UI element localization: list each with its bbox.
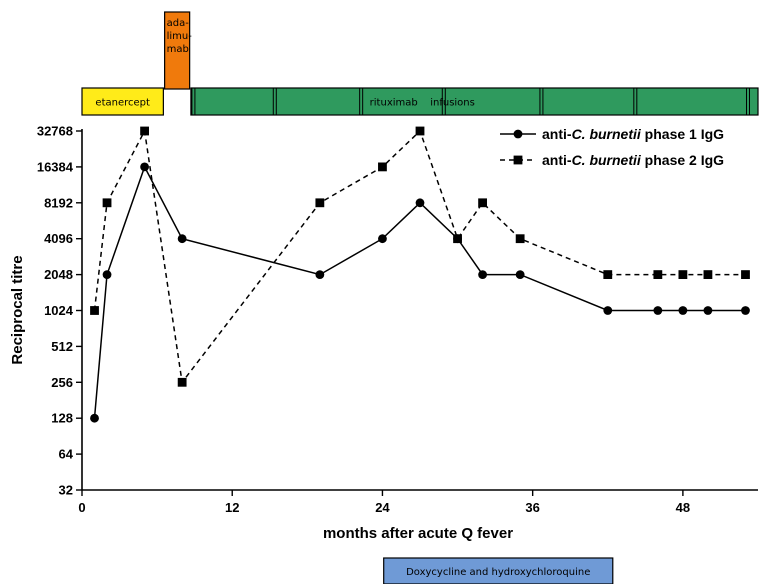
y-tick-label: 8192 xyxy=(44,195,73,210)
treatment-bar xyxy=(383,557,614,584)
data-point xyxy=(378,234,387,244)
legend-marker xyxy=(513,155,523,165)
data-point xyxy=(603,306,613,315)
data-point xyxy=(741,270,750,279)
treatment-bar xyxy=(190,87,759,116)
treatment-bar xyxy=(164,11,191,90)
treatment-label: ada-limu-mab xyxy=(167,18,193,55)
y-tick-label: 256 xyxy=(51,375,73,390)
y-tick-label: 1024 xyxy=(44,303,74,318)
data-point xyxy=(378,162,387,172)
legend-marker xyxy=(513,129,523,139)
ticks: 32 64 128 256 512 1024 2048 4096 8192 16384 32768 0… xyxy=(37,124,690,516)
data-point xyxy=(678,306,688,315)
x-tick-label: 12 xyxy=(225,500,239,515)
data-point xyxy=(478,270,487,279)
data-point xyxy=(315,270,325,279)
data-point xyxy=(415,126,425,136)
treatment-label: infusions xyxy=(430,98,475,109)
y-tick-label: 128 xyxy=(51,411,73,426)
data-point xyxy=(603,270,613,279)
y-tick-label: 16384 xyxy=(37,159,74,174)
y-tick-label: 64 xyxy=(59,447,74,462)
data-point xyxy=(653,306,663,315)
data-point xyxy=(90,306,99,315)
treatment-bars: etanercept ada-limu-mab rituximab infusions… xyxy=(81,11,759,584)
data-point xyxy=(102,270,112,279)
data-point xyxy=(478,198,487,208)
data-point xyxy=(703,306,713,315)
legend-label: anti-C. burnetii phase 2 IgG xyxy=(542,152,724,168)
x-axis-title: months after acute Q fever xyxy=(323,525,513,542)
y-tick-label: 512 xyxy=(51,339,73,354)
data-point xyxy=(140,162,149,172)
treatment-label: rituximab xyxy=(370,98,418,109)
series-line xyxy=(93,128,746,385)
x-tick-label: 24 xyxy=(375,500,390,515)
data-point xyxy=(415,198,425,208)
x-tick-label: 36 xyxy=(525,500,539,515)
axes xyxy=(81,129,758,491)
data-point xyxy=(177,234,187,244)
data-point xyxy=(102,198,112,208)
data-point xyxy=(90,413,99,423)
y-tick-label: 32 xyxy=(59,483,73,498)
treatment-label: etanercept xyxy=(95,98,150,109)
y-tick-label: 2048 xyxy=(44,267,73,282)
treatment-bar xyxy=(81,87,164,116)
data-point xyxy=(678,270,688,279)
data-point xyxy=(515,234,525,244)
data-point xyxy=(177,377,187,387)
data-point xyxy=(741,306,750,315)
treatment-label: Doxycycline and hydroxychloroquine xyxy=(406,567,590,578)
data-point xyxy=(453,234,462,244)
x-tick-label: 48 xyxy=(676,500,690,515)
data-point xyxy=(703,270,713,279)
data-point xyxy=(315,198,325,208)
series xyxy=(90,126,750,423)
data-point xyxy=(653,270,663,279)
data-point xyxy=(515,270,525,279)
y-axis-title: Reciprocal titre xyxy=(9,255,26,364)
y-tick-label: 4096 xyxy=(44,231,73,246)
data-point xyxy=(140,126,149,136)
y-tick-label: 32768 xyxy=(37,124,73,139)
legend-label: anti-C. burnetii phase 1 IgG xyxy=(542,126,724,142)
x-tick-label: 0 xyxy=(78,500,85,515)
legend: anti-C. burnetii phase 1 IgG anti-C. burn… xyxy=(500,126,724,168)
